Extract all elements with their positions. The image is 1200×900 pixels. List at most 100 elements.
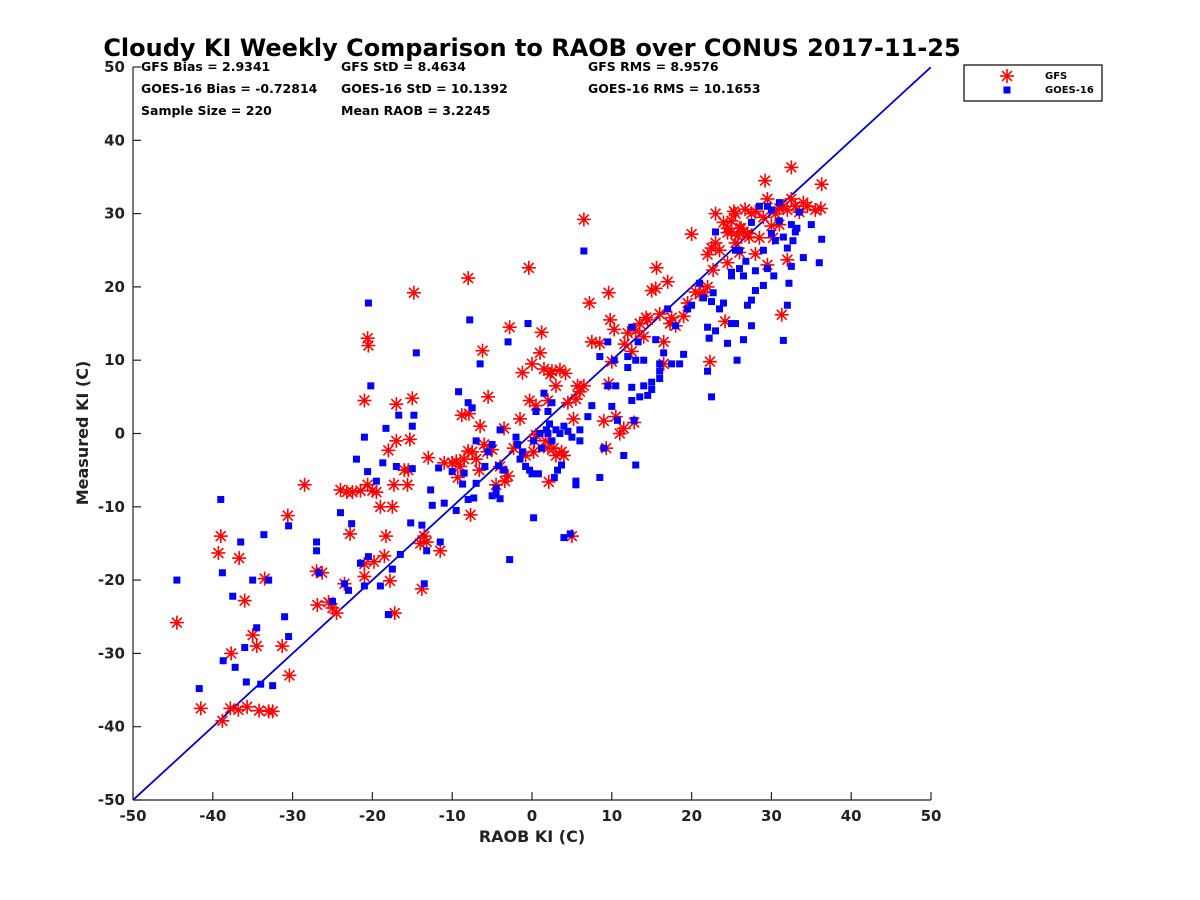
goes16-point — [620, 451, 628, 459]
gfs-point — [748, 246, 763, 261]
goes16-point — [628, 323, 636, 331]
goes16-point — [460, 469, 468, 477]
goes16-point — [376, 582, 384, 590]
goes16-point — [709, 289, 717, 297]
gfs-point — [433, 543, 448, 558]
goes16-point — [743, 301, 751, 309]
goes16-point — [518, 448, 526, 456]
goes16-point — [704, 367, 712, 375]
goes16-point — [249, 576, 257, 584]
x-axis-label: RAOB KI (C) — [479, 827, 585, 846]
goes16-point — [733, 356, 741, 364]
goes16-point — [763, 202, 771, 210]
goes16-point — [742, 257, 750, 265]
goes16-point — [632, 461, 640, 469]
goes16-point — [512, 433, 520, 441]
gfs-point — [193, 701, 208, 716]
goes16-point — [767, 206, 775, 214]
goes16-point — [542, 426, 550, 434]
gfs-point — [224, 646, 239, 661]
goes16-point — [340, 580, 348, 588]
gfs-point — [644, 283, 659, 298]
gfs-point — [544, 364, 559, 379]
goes16-point — [568, 433, 576, 441]
x-tick-label: -40 — [199, 807, 226, 825]
goes16-point — [560, 534, 568, 542]
gfs-point — [784, 160, 799, 175]
goes16-point — [281, 613, 289, 621]
goes16-point — [728, 272, 735, 280]
gfs-point — [369, 485, 384, 500]
goes16-point — [269, 682, 277, 690]
gfs-point — [389, 397, 404, 412]
goes16-point — [410, 411, 418, 419]
gfs-point — [472, 463, 487, 478]
gfs-point — [515, 365, 530, 380]
goes16-point — [241, 644, 249, 652]
x-tick-label: -10 — [439, 807, 466, 825]
gfs-point — [760, 191, 775, 206]
chart-title: Cloudy KI Weekly Comparison to RAOB over… — [103, 34, 960, 62]
goes16-point — [412, 349, 420, 357]
gfs-point — [405, 391, 420, 406]
goes16-point — [652, 336, 660, 344]
gfs-point — [584, 334, 599, 349]
goes16-point — [759, 281, 767, 289]
goes16-point — [420, 580, 428, 588]
gfs-point — [237, 593, 252, 608]
goes16-point — [708, 393, 716, 401]
goes16-point — [379, 459, 387, 467]
gfs-point — [521, 260, 536, 275]
gfs-point — [708, 206, 723, 221]
gfs-point — [389, 433, 404, 448]
goes16-point — [712, 228, 720, 236]
goes16-point — [791, 228, 799, 236]
y-tick-label: -30 — [98, 644, 125, 662]
goes16-point — [436, 538, 444, 546]
gfs-point — [702, 354, 717, 369]
goes16-point — [731, 320, 739, 328]
goes16-point — [552, 426, 560, 434]
y-tick-label: 40 — [104, 131, 125, 149]
goes16-point — [770, 272, 778, 280]
goes16-point — [747, 218, 755, 226]
goes16-point — [488, 440, 496, 448]
goes16-point — [481, 462, 489, 470]
goes16-point — [388, 565, 396, 573]
gfs-point — [213, 529, 228, 544]
goes16-point — [636, 393, 644, 401]
goes16-point — [548, 437, 556, 445]
goes16-point — [660, 349, 668, 357]
goes16-point — [544, 430, 552, 437]
gfs-point — [784, 191, 799, 206]
goes16-point — [560, 422, 568, 430]
gfs-point — [461, 406, 476, 421]
goes16-point — [558, 461, 566, 469]
gfs-point — [813, 201, 828, 216]
gfs-point — [211, 545, 226, 560]
goes16-point — [257, 680, 265, 688]
goes16-point — [472, 437, 480, 445]
goes16-point — [720, 299, 728, 307]
gfs-point — [582, 296, 597, 311]
goes16-point — [408, 422, 416, 430]
gfs-series — [169, 160, 829, 728]
goes16-point — [550, 473, 558, 481]
gfs-point — [373, 499, 388, 514]
goes16-point — [668, 360, 676, 368]
legend-gfs-label: GFS — [1045, 71, 1067, 82]
goes16-point — [613, 416, 621, 424]
axes: -50 -40 -30 -20 -10 0 10 20 30 40 50 -50 -40 -30 -20 -1… — [98, 58, 942, 825]
goes16-point — [360, 433, 368, 441]
goes16-point — [428, 501, 436, 509]
goes16-point — [648, 378, 656, 386]
goes16-point — [285, 522, 293, 530]
gfs-point — [616, 421, 631, 436]
gfs-point — [419, 534, 434, 549]
gfs-point — [596, 414, 611, 429]
goes16-point — [656, 367, 664, 375]
goes16-point — [688, 301, 696, 309]
gfs-point — [475, 343, 490, 358]
gfs-point — [282, 668, 297, 683]
